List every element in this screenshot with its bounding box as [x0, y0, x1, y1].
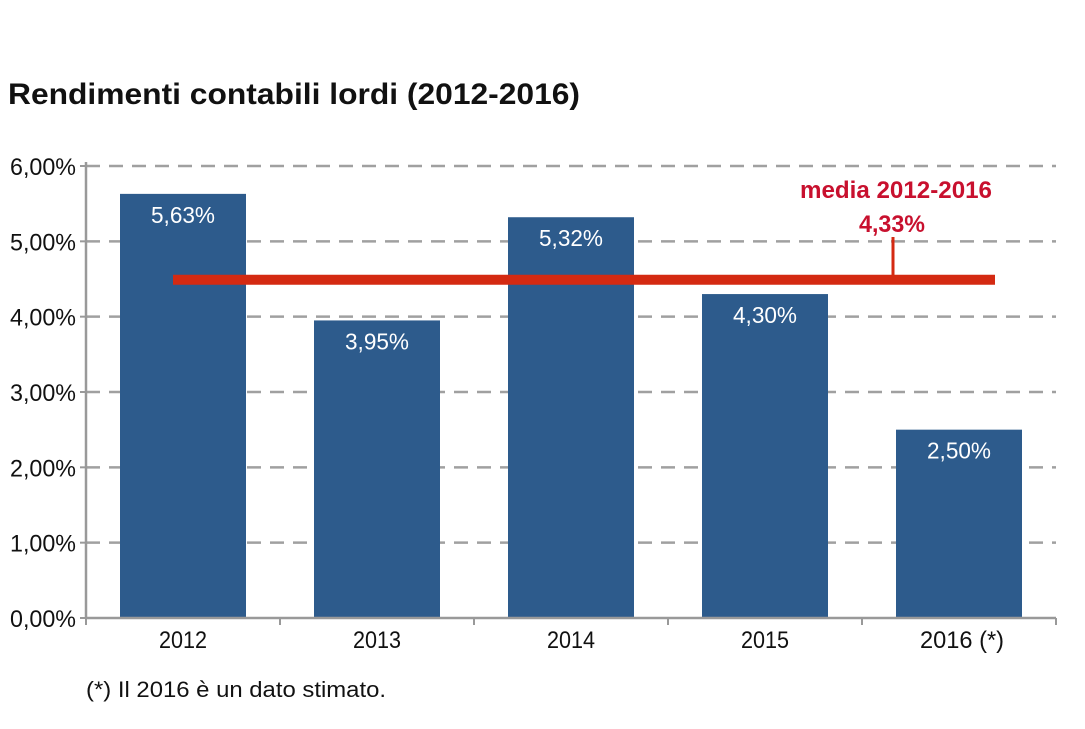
- x-tick-label: 2015: [741, 627, 789, 654]
- y-tick-label: 5,00%: [10, 229, 76, 256]
- chart-title: Rendimenti contabili lordi (2012-2016): [8, 78, 580, 111]
- x-tick-label: 2012: [159, 627, 207, 654]
- y-tick-label: 4,00%: [10, 305, 76, 332]
- bar-2015: [702, 294, 828, 618]
- average-value-label: 4,33%: [859, 211, 925, 238]
- x-tick-label: 2016 (*): [920, 627, 1004, 654]
- bar-value-label: 5,32%: [539, 225, 603, 251]
- y-tick-label: 3,00%: [10, 380, 76, 407]
- bar-value-label: 3,95%: [345, 328, 409, 354]
- bar-value-label: 2,50%: [927, 438, 991, 464]
- bar-value-label: 4,30%: [733, 302, 797, 328]
- footnote: (*) Il 2016 è un dato stimato.: [86, 677, 386, 702]
- bar-2012: [120, 193, 246, 618]
- bar-value-label: 5,63%: [151, 202, 215, 228]
- y-tick-label: 6,00%: [10, 154, 76, 181]
- bar-2016: [896, 429, 1022, 618]
- y-tick-label: 2,00%: [10, 455, 76, 482]
- x-tick-label: 2014: [547, 627, 595, 654]
- average-label: media 2012-2016: [800, 177, 992, 204]
- x-tick-label: 2013: [353, 627, 401, 654]
- y-tick-label: 0,00%: [10, 606, 76, 633]
- y-tick-label: 1,00%: [10, 531, 76, 558]
- bar-2013: [314, 320, 440, 618]
